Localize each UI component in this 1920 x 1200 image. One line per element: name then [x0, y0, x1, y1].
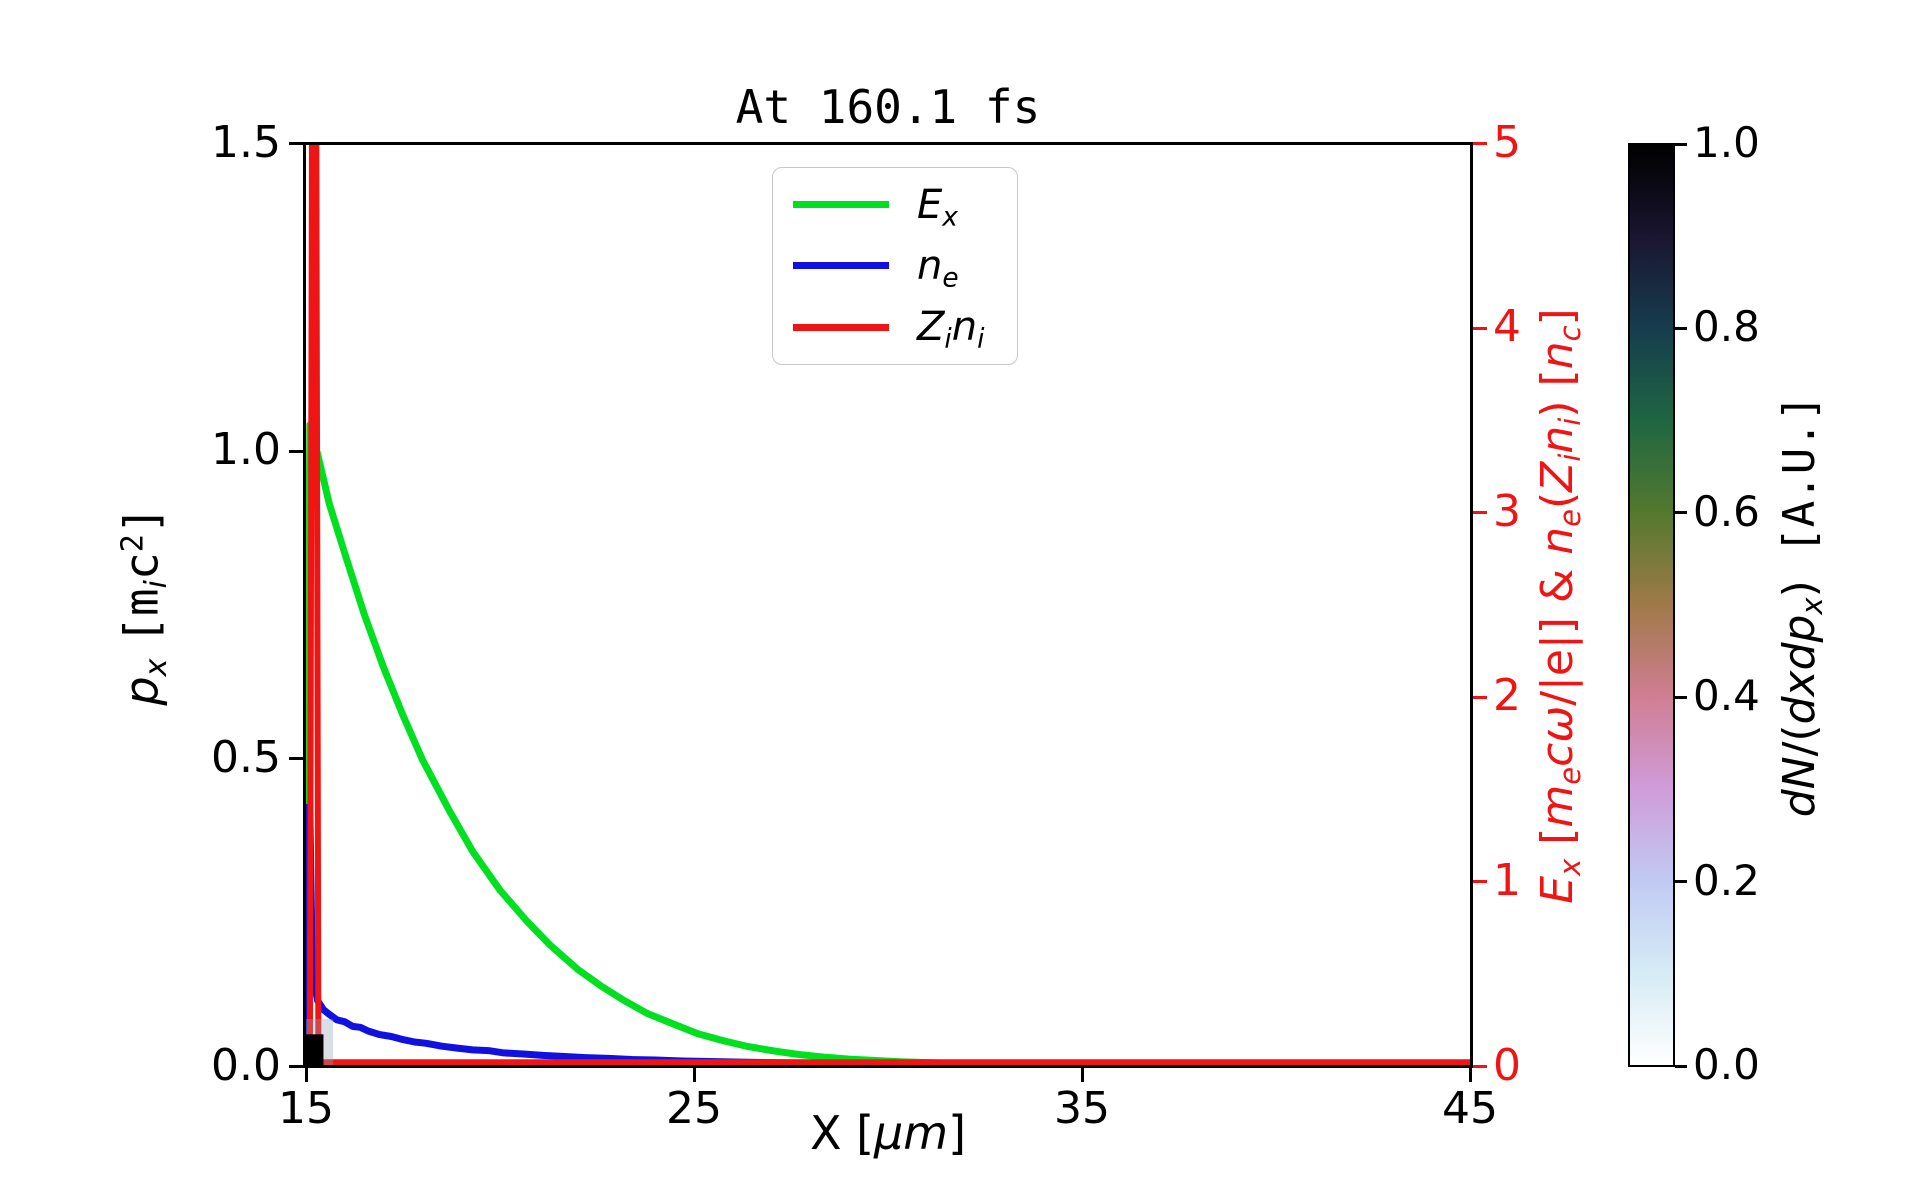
colorbar-tick-mark [1675, 326, 1687, 330]
legend-label-Zini: Zini [917, 304, 985, 355]
legend-label-Ex: Ex [917, 181, 958, 233]
colorbar-tick-mark [1675, 880, 1687, 884]
legend-label-ne: ne [917, 242, 959, 294]
y-left-tick-label: 1.5 [211, 116, 281, 168]
plot-title: At 160.1 fs [735, 80, 1041, 134]
colorbar-label: dN/(dxdpx) [A.U.] [1773, 394, 1829, 818]
legend-line-sample-Ex [793, 201, 889, 209]
y-right-tick-mark [1473, 1065, 1487, 1068]
y-right-tick-label: 0 [1493, 1039, 1521, 1091]
plot-area: Ex ne Zini [303, 142, 1473, 1068]
y-left-tick-mark [289, 449, 303, 453]
x-axis-label: X [μm] [809, 1106, 967, 1160]
colorbar-gradient [1628, 143, 1675, 1067]
legend: Ex ne Zini [772, 167, 1018, 365]
y-right-tick-mark [1473, 142, 1487, 145]
x-tick-label: 35 [1054, 1083, 1110, 1134]
y-left-tick-label: 0.5 [211, 731, 281, 783]
y-right-tick-label: 2 [1493, 670, 1521, 722]
y-right-tick-mark [1473, 511, 1487, 515]
y-right-tick-label: 1 [1493, 854, 1521, 906]
x-tick-mark [304, 1068, 308, 1082]
colorbar-tick-label: 0.2 [1693, 855, 1760, 905]
x-tick-label: 45 [1442, 1083, 1498, 1134]
y-right-tick-mark [1473, 326, 1487, 330]
x-tick-mark [1468, 1068, 1472, 1082]
histogram-blob [306, 1034, 324, 1065]
y-left-tick-label: 0.0 [211, 1039, 281, 1091]
y-right-tick-label: 5 [1493, 116, 1521, 168]
y-right-tick-label: 4 [1493, 301, 1521, 353]
legend-entry-Ex: Ex [773, 175, 1017, 235]
series-line-Ex [306, 421, 1470, 1065]
curves-svg [306, 145, 1470, 1065]
y-right-tick-mark [1473, 695, 1487, 699]
colorbar-tick-mark [1675, 1064, 1687, 1068]
colorbar-tick-label: 1.0 [1693, 118, 1760, 167]
y-left-tick-label: 1.0 [211, 424, 281, 476]
y-right-tick-label: 3 [1493, 485, 1521, 537]
colorbar-tick-label: 0.6 [1693, 486, 1760, 536]
colorbar-tick-mark [1675, 142, 1687, 146]
colorbar-tick-mark [1675, 511, 1687, 515]
y-right-tick-mark [1473, 880, 1487, 884]
x-tick-mark [692, 1068, 696, 1082]
legend-line-sample-Zini [793, 323, 889, 331]
x-tick-label: 25 [666, 1083, 722, 1134]
legend-entry-ne: ne [773, 236, 1017, 296]
colorbar-tick-label: 0.4 [1693, 671, 1760, 721]
y-axis-label-right: Ex [mecω/|e|] & ne(Zini) [nc] [1531, 308, 1587, 904]
colorbar-tick-mark [1675, 695, 1687, 699]
colorbar-tick-label: 0.8 [1693, 302, 1760, 352]
y-left-tick-mark [289, 1065, 303, 1068]
y-left-tick-mark [289, 142, 303, 145]
colorbar-tick-label: 0.0 [1693, 1040, 1760, 1089]
legend-line-sample-ne [793, 262, 889, 270]
x-tick-label: 15 [278, 1083, 334, 1134]
x-tick-mark [1080, 1068, 1084, 1082]
y-left-tick-mark [289, 757, 303, 761]
legend-entry-Zini: Zini [773, 297, 1017, 357]
series-line-ne [306, 803, 1470, 1065]
y-axis-label-left: px [mic2] [114, 506, 175, 706]
